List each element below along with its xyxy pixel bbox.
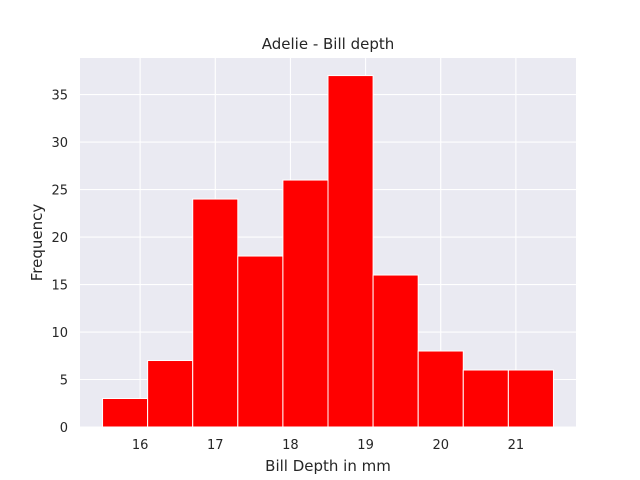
histogram-bar [417,350,464,428]
y-axis-label: Frequency [28,204,46,282]
x-tick-label: 19 [357,438,374,453]
x-tick-label: 20 [432,438,449,453]
x-tick-label: 18 [282,438,299,453]
histogram-bar [237,255,284,428]
y-tick-label: 30 [51,136,68,151]
histogram-bar [462,369,509,428]
histogram-bar [147,360,194,428]
y-tick-label: 35 [51,89,68,104]
y-tick-label: 10 [51,326,68,341]
histogram-bar [372,274,419,428]
y-tick-label: 20 [51,231,68,246]
x-tick-label: 17 [207,438,224,453]
x-axis-label: Bill Depth in mm [265,457,391,475]
x-tick-label: 16 [132,438,149,453]
y-tick-label: 25 [51,184,68,199]
y-tick-label: 15 [51,279,68,294]
histogram-bar [282,179,329,428]
histogram-bar [507,369,554,428]
chart-title: Adelie - Bill depth [262,35,394,53]
histogram-bar [192,198,239,428]
x-axis-ticks: 16 17 18 19 20 21 [132,438,524,453]
histogram-bar [102,398,149,428]
bars [102,75,554,428]
y-tick-label: 5 [60,374,68,389]
x-tick-label: 21 [508,438,525,453]
y-axis-ticks: 0 5 10 15 20 25 30 35 [51,89,68,436]
y-tick-label: 0 [60,421,68,436]
histogram-bar [327,75,374,428]
